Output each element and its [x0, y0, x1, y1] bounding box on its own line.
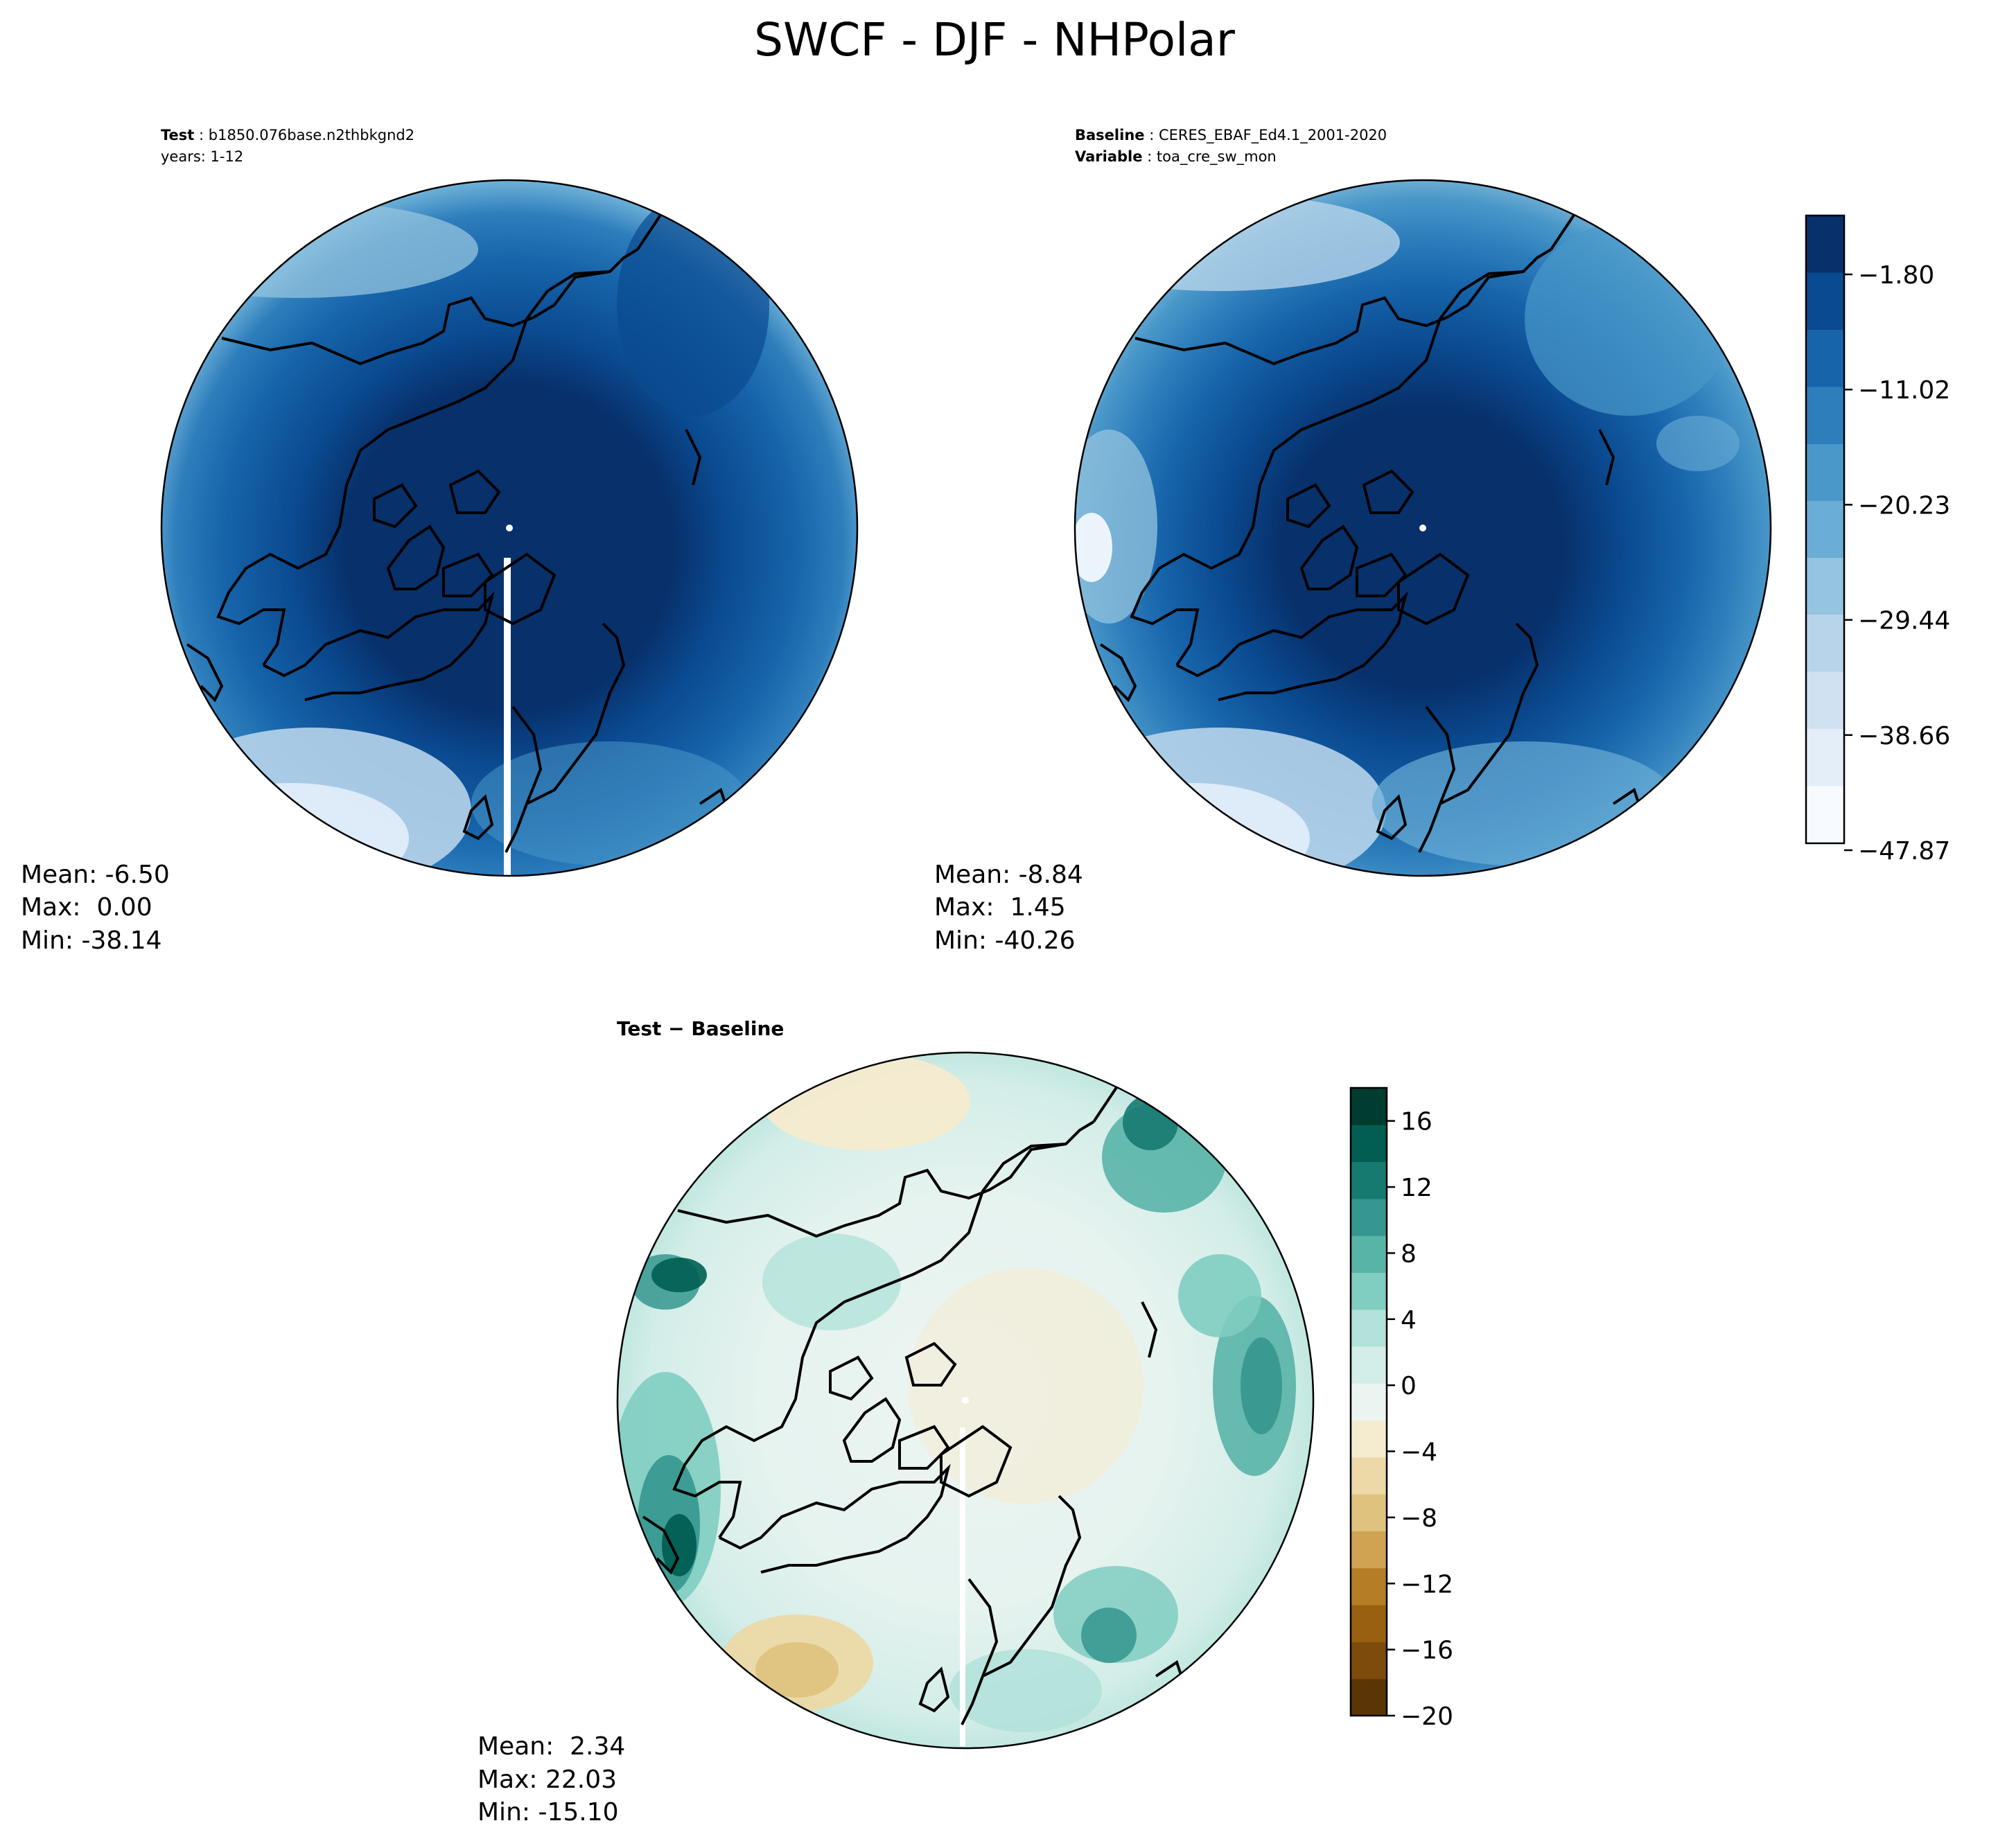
baseline-label-value: CERES_EBAF_Ed4.1_2001-2020: [1159, 127, 1387, 144]
colorbar-brbg-frame: [1349, 1086, 1388, 1717]
diff-panel: Test − Baseline: [477, 1017, 1315, 1827]
colorbar-brbg-tick-label: 8: [1401, 1240, 1417, 1268]
colorbar-blues-tick-label: −20.23: [1858, 491, 1950, 520]
diff-title: Test − Baseline: [617, 1017, 784, 1040]
colorbar-brbg-band: [1351, 1494, 1387, 1532]
colorbar-brbg-band: [1351, 1678, 1387, 1716]
colorbar-brbg-band: [1351, 1235, 1387, 1273]
baseline-stat-min: Min: -40.26: [934, 926, 1076, 955]
colorbar-blues-tick-label: −38.66: [1858, 722, 1950, 750]
baseline-variable-key: Variable: [1075, 148, 1142, 165]
test-stat-mean: Mean: -6.50: [21, 861, 170, 889]
test-stats: Mean: -6.50 Max: 0.00 Min: -38.14: [21, 861, 170, 955]
colorbar-blues-tick-label: −47.87: [1858, 837, 1950, 865]
baseline-variable: Variable : toa_cre_sw_mon: [1075, 148, 1277, 166]
figure-title: SWCF - DJF - NHPolar: [754, 13, 1236, 67]
colorbar-brbg-tick-label: 12: [1401, 1174, 1432, 1202]
baseline-stats: Mean: -8.84 Max: 1.45 Min: -40.26: [934, 861, 1083, 955]
baseline-stat-mean: Mean: -8.84: [934, 861, 1083, 889]
colorbar-brbg-tick-label: −12: [1401, 1570, 1453, 1599]
test-stat-min: Min: -38.14: [21, 926, 162, 955]
test-panel: Test : b1850.076base.n2thbkgnd2 years: 1…: [21, 127, 859, 955]
colorbar-brbg: 16 12 8 4 0 −4 −8 −12 −16 −20: [1349, 1086, 1453, 1731]
test-label-value: b1850.076base.n2thbkgnd2: [209, 127, 414, 143]
baseline-label-key: Baseline: [1075, 127, 1145, 143]
colorbar-brbg-band: [1351, 1125, 1387, 1163]
colorbar-blues-tick-label: −29.44: [1858, 607, 1950, 635]
colorbar-brbg-tick-label: −20: [1401, 1702, 1453, 1731]
baseline-variable-value: toa_cre_sw_mon: [1157, 148, 1277, 166]
colorbar-blues-tick-label: −11.02: [1858, 376, 1950, 405]
diff-stat-max: Max: 22.03: [477, 1766, 617, 1794]
test-label: Test : b1850.076base.n2thbkgnd2: [161, 127, 414, 143]
colorbar-brbg-band: [1351, 1088, 1387, 1125]
colorbar-brbg-band: [1351, 1457, 1387, 1495]
baseline-stat-max: Max: 1.45: [934, 893, 1066, 922]
colorbar-brbg-tick-label: −4: [1401, 1438, 1437, 1467]
test-map: [160, 179, 859, 877]
colorbar-brbg-band: [1351, 1346, 1387, 1384]
colorbar-blues-tick-label: −1.80: [1858, 261, 1934, 290]
baseline-label: Baseline : CERES_EBAF_Ed4.1_2001-2020: [1075, 127, 1387, 144]
colorbar-brbg-band: [1351, 1272, 1387, 1310]
diff-map: [616, 1051, 1315, 1750]
colorbar-brbg-tick-label: 4: [1401, 1306, 1417, 1335]
colorbar-brbg-bands: [1351, 1088, 1387, 1716]
colorbar-blues-bar: [1805, 214, 1846, 845]
colorbar-blues-ticks: −1.80 −11.02 −20.23 −29.44 −38.66 −47.87: [1844, 261, 1950, 865]
colorbar-brbg-tick-label: 16: [1401, 1108, 1432, 1136]
colorbar-brbg-band: [1351, 1605, 1387, 1642]
colorbar-brbg-band: [1351, 1383, 1387, 1421]
colorbar-brbg-band: [1351, 1198, 1387, 1236]
baseline-map: [1074, 179, 1772, 877]
colorbar-brbg-band: [1351, 1531, 1387, 1569]
colorbar-brbg-band: [1351, 1567, 1387, 1605]
colorbar-blues: −1.80 −11.02 −20.23 −29.44 −38.66 −47.87: [1805, 214, 1950, 865]
test-label-key: Test: [161, 127, 194, 143]
colorbar-brbg-band: [1351, 1420, 1387, 1458]
colorbar-brbg-tick-label: −16: [1401, 1637, 1453, 1665]
diff-stat-mean: Mean: 2.34: [477, 1732, 625, 1761]
colorbar-brbg-ticks: 16 12 8 4 0 −4 −8 −12 −16 −20: [1387, 1108, 1453, 1731]
test-stat-max: Max: 0.00: [21, 893, 152, 922]
colorbar-brbg-band: [1351, 1309, 1387, 1347]
diff-stat-min: Min: -15.10: [477, 1798, 619, 1827]
baseline-panel: Baseline : CERES_EBAF_Ed4.1_2001-2020 Va…: [934, 127, 1772, 955]
colorbar-brbg-tick-label: −8: [1401, 1504, 1437, 1533]
test-years: years: 1-12: [161, 148, 243, 165]
diff-stats: Mean: 2.34 Max: 22.03 Min: -15.10: [477, 1732, 625, 1827]
colorbar-brbg-band: [1351, 1642, 1387, 1680]
colorbar-brbg-tick-label: 0: [1401, 1372, 1417, 1400]
colorbar-brbg-band: [1351, 1161, 1387, 1199]
